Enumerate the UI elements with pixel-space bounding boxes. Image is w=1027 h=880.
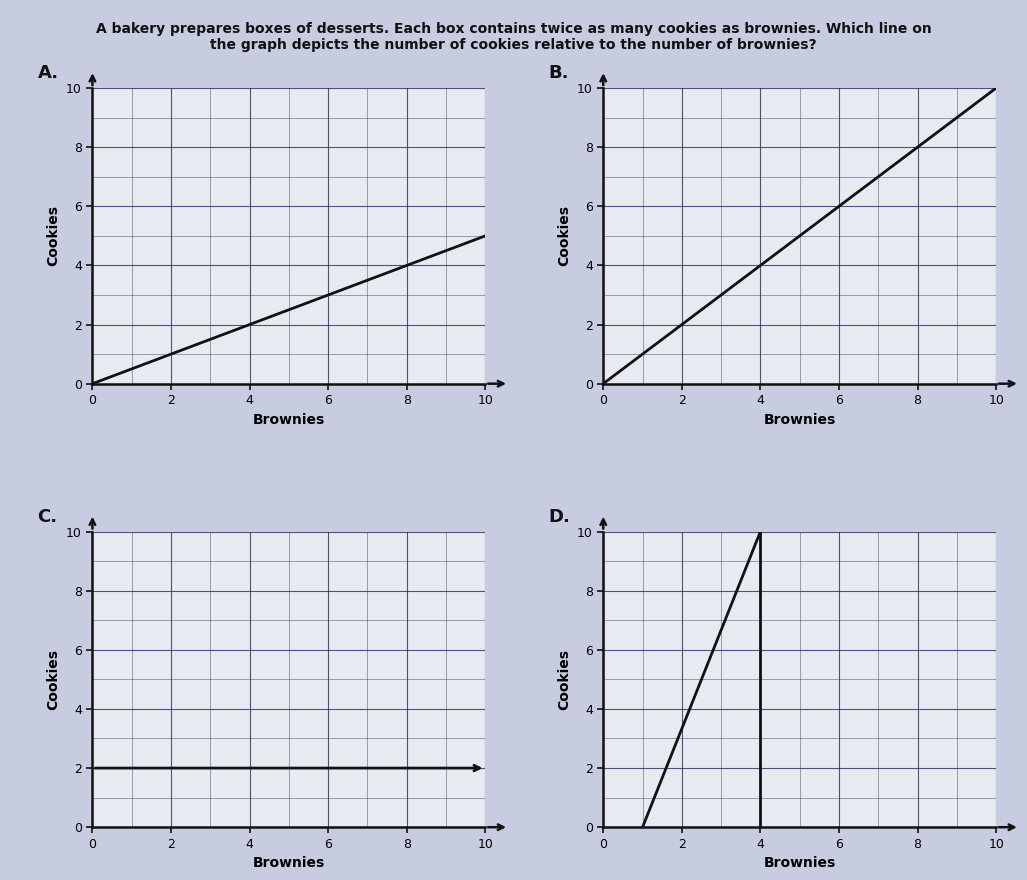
Text: B.: B.	[548, 64, 569, 83]
X-axis label: Brownies: Brownies	[764, 856, 836, 870]
X-axis label: Brownies: Brownies	[253, 856, 325, 870]
Text: D.: D.	[548, 508, 570, 526]
Y-axis label: Cookies: Cookies	[46, 205, 61, 267]
Y-axis label: Cookies: Cookies	[558, 649, 571, 710]
X-axis label: Brownies: Brownies	[764, 413, 836, 427]
Text: A.: A.	[37, 64, 59, 83]
Text: C.: C.	[37, 508, 58, 526]
Y-axis label: Cookies: Cookies	[558, 205, 571, 267]
X-axis label: Brownies: Brownies	[253, 413, 325, 427]
Y-axis label: Cookies: Cookies	[46, 649, 61, 710]
Text: A bakery prepares boxes of desserts. Each box contains twice as many cookies as : A bakery prepares boxes of desserts. Eac…	[96, 22, 931, 52]
